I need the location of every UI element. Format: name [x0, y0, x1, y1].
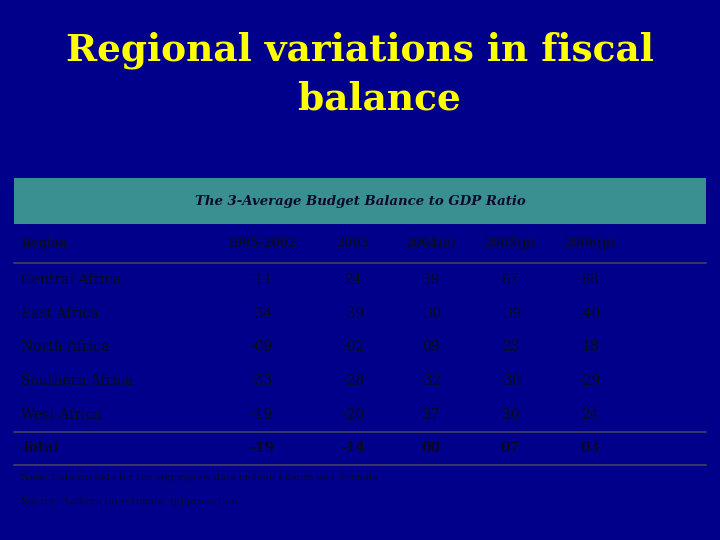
Text: 39: 39 — [422, 273, 440, 287]
Text: -28: -28 — [342, 374, 364, 388]
Text: West Africa: West Africa — [22, 408, 102, 422]
Text: Central Africa: Central Africa — [22, 273, 121, 287]
Text: 24: 24 — [344, 273, 362, 287]
Text: -34: -34 — [251, 307, 273, 321]
Text: Southern Africa: Southern Africa — [22, 374, 133, 388]
Text: -40: -40 — [579, 307, 601, 321]
Text: -33: -33 — [251, 374, 273, 388]
Text: -11: -11 — [251, 273, 273, 287]
Text: -09: -09 — [251, 340, 273, 354]
Bar — [14, 178, 706, 224]
Text: North Africa: North Africa — [22, 340, 110, 354]
Text: -30: -30 — [499, 374, 521, 388]
Text: 07: 07 — [500, 441, 520, 455]
Text: The 3-Average Budget Balance to GDP Ratio: The 3-Average Budget Balance to GDP Rati… — [194, 195, 526, 208]
Text: -32: -32 — [420, 374, 442, 388]
Text: Region: Region — [22, 237, 68, 250]
Text: -39: -39 — [342, 307, 364, 321]
Text: 03: 03 — [580, 441, 600, 455]
Text: 2003: 2003 — [337, 237, 369, 250]
Text: 2005(p): 2005(p) — [485, 237, 536, 250]
Text: 18: 18 — [581, 340, 598, 354]
Text: -20: -20 — [342, 408, 364, 422]
Text: 09: 09 — [422, 340, 440, 354]
Text: 67: 67 — [502, 273, 519, 287]
Text: -19: -19 — [249, 441, 274, 455]
Text: 37: 37 — [422, 408, 440, 422]
Text: -29: -29 — [579, 374, 601, 388]
Text: Regional variations in fiscal
   balance: Regional variations in fiscal balance — [66, 32, 654, 118]
Text: 00: 00 — [421, 441, 441, 455]
Text: -39: -39 — [499, 307, 521, 321]
Text: -02: -02 — [342, 340, 364, 354]
Text: 68: 68 — [581, 273, 598, 287]
Text: -19: -19 — [251, 408, 273, 422]
Text: 1995-2002: 1995-2002 — [227, 237, 297, 250]
Text: -30: -30 — [420, 307, 442, 321]
Text: Total: Total — [22, 441, 60, 455]
Text: Source: Authors (e) estimate; (p) projection: Source: Authors (e) estimate; (p) projec… — [22, 497, 238, 505]
Text: Note: Data exclude for the aggregates data include Liberia and Somalia: Note: Data exclude for the aggregates da… — [22, 472, 378, 482]
Text: 2004(e): 2004(e) — [405, 237, 456, 250]
Text: 2006(p): 2006(p) — [564, 237, 616, 250]
Text: 24: 24 — [581, 408, 598, 422]
Text: 30: 30 — [502, 408, 519, 422]
Text: East Africa: East Africa — [22, 307, 99, 321]
Text: 23: 23 — [502, 340, 519, 354]
Text: -14: -14 — [341, 441, 366, 455]
